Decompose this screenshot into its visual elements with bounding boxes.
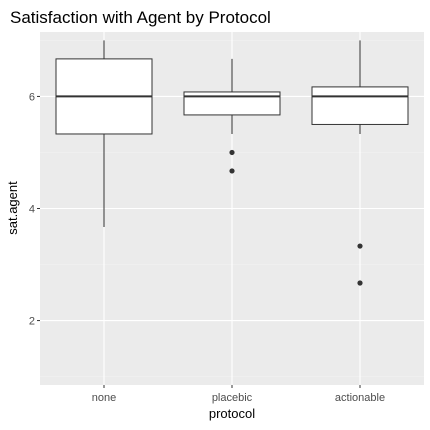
x-tick-label-actionable: actionable	[335, 392, 385, 404]
chart-title: Satisfaction with Agent by Protocol	[10, 8, 271, 27]
x-tick-label-none: none	[92, 392, 116, 404]
y-tick-label: 2	[29, 316, 35, 328]
box-none	[55, 40, 153, 227]
x-tick-label-placebic: placebic	[212, 392, 253, 404]
outlier-point	[229, 168, 235, 174]
outlier-point	[229, 149, 235, 156]
y-tick-label: 4	[29, 204, 35, 216]
iqr-box	[183, 91, 281, 116]
y-axis-title: sat.agent	[5, 181, 20, 235]
y-tick-label: 6	[29, 91, 35, 103]
x-axis-title: protocol	[209, 406, 255, 421]
box-actionable	[311, 40, 409, 286]
iqr-box	[311, 86, 409, 125]
y-axis: 2 4 6	[29, 91, 40, 328]
box-placebic	[183, 58, 281, 174]
box-layer	[55, 40, 409, 286]
outlier-point	[357, 243, 363, 249]
x-axis: none placebic actionable	[92, 385, 385, 404]
outlier-point	[357, 280, 363, 286]
